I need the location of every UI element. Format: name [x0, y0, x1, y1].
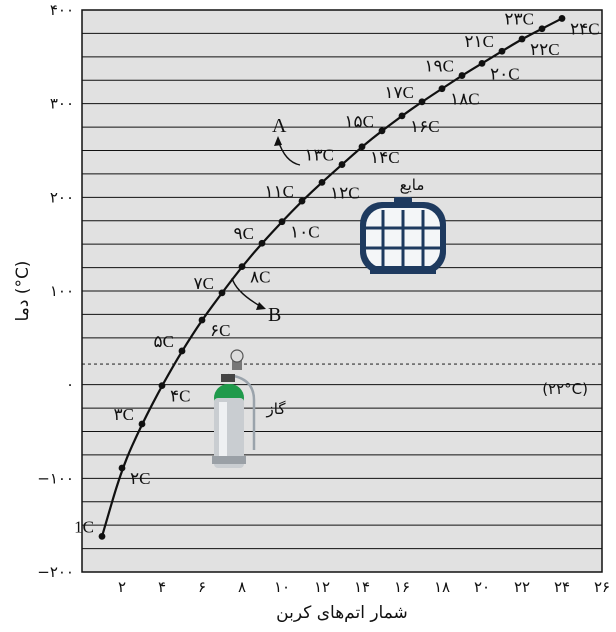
- arrow-b-line: [231, 277, 261, 307]
- liquid-tank-icon: [360, 197, 446, 274]
- data-point: [238, 263, 246, 271]
- data-point: [278, 218, 286, 226]
- data-label: ۲۴C: [570, 19, 600, 38]
- gas-cylinder-icon: [212, 349, 256, 468]
- data-label: ۱۹C: [424, 57, 454, 76]
- data-label: ۱۳C: [304, 146, 334, 165]
- data-point: [498, 47, 506, 55]
- x-tick-label: ۲: [118, 578, 126, 596]
- data-label: ۲C: [130, 469, 150, 488]
- arrow-a-head: [274, 136, 282, 146]
- data-label: ۵C: [154, 332, 174, 351]
- data-label: ۱۶C: [410, 117, 440, 136]
- data-point: [178, 347, 186, 355]
- x-tick-label: ۱۶: [394, 578, 410, 596]
- data-label: ۱۷C: [384, 83, 414, 102]
- data-label: ۲۳C: [504, 10, 534, 29]
- y-tick-label: −۲۰۰: [37, 563, 74, 581]
- data-point: [478, 59, 486, 67]
- data-point: [458, 72, 466, 79]
- data-point-labels: 1C ۲C ۳C ۴C ۵C ۶C ۷C ۸C ۹C ۱۰C ۱۱C ۱۲C ۱۳C ۱۴C ۱۵C ۱۶C ۱…: [74, 10, 599, 537]
- data-point: [398, 112, 406, 120]
- data-label: ۸C: [250, 268, 270, 287]
- data-point: [558, 15, 566, 22]
- liquid-label: مایع: [400, 176, 425, 194]
- data-label: ۲۱C: [464, 32, 494, 51]
- data-label: ۱۴C: [370, 148, 400, 167]
- boiling-point-curve: [100, 17, 563, 537]
- x-tick-label: ۱۲: [314, 578, 330, 596]
- x-tick-label: ۱۸: [434, 578, 450, 596]
- annotation-a: A: [272, 115, 287, 137]
- y-tick-label: ۳۰۰: [50, 95, 74, 113]
- data-label: ۹C: [234, 224, 254, 243]
- data-label: ۴C: [170, 387, 190, 406]
- x-tick-label: ۱۰: [274, 578, 290, 596]
- data-label: ۱۵C: [344, 112, 374, 131]
- grid-lines: [82, 10, 602, 572]
- data-point: [218, 289, 226, 297]
- arrow-b-head: [256, 302, 266, 310]
- x-tick-label: ۶: [198, 578, 206, 596]
- x-tick-label: ۲۰: [474, 578, 490, 596]
- data-point: [198, 316, 206, 324]
- data-label: ۱۲C: [330, 183, 360, 202]
- data-label: ۲۲C: [530, 40, 560, 59]
- y-axis-title: دما (°C): [13, 261, 33, 322]
- data-point: [518, 35, 526, 43]
- data-label: ۱۰C: [290, 223, 320, 242]
- y-tick-labels: −۲۰۰ −۱۰۰ ۰ ۱۰۰ ۲۰۰ ۳۰۰ ۴۰۰: [37, 1, 74, 581]
- data-point: [118, 464, 126, 472]
- data-point: [318, 178, 326, 186]
- data-point: [298, 197, 306, 205]
- y-tick-label: −۱۰۰: [37, 469, 74, 487]
- y-tick-label: ۲۰۰: [50, 188, 74, 206]
- data-point: [418, 98, 426, 106]
- data-point: [258, 239, 266, 247]
- gas-label: گاز: [266, 400, 287, 418]
- data-point: [138, 420, 146, 428]
- data-point: [338, 161, 346, 168]
- data-label: ۶C: [210, 321, 230, 340]
- x-tick-label: ۴: [158, 578, 166, 596]
- x-tick-label: ۲۴: [554, 578, 570, 596]
- x-tick-label: ۸: [238, 578, 246, 596]
- data-point: [438, 85, 446, 93]
- y-tick-label: ۰: [66, 376, 74, 394]
- y-tick-label: ۱۰۰: [50, 282, 74, 300]
- data-label: ۱۸C: [450, 90, 480, 109]
- x-tick-label: ۲۶: [594, 578, 610, 596]
- data-point: [98, 533, 106, 540]
- x-axis-title: شمار اتم‌های کربن: [276, 603, 408, 623]
- data-label: ۷C: [194, 274, 214, 293]
- data-label: ۱۱C: [264, 182, 294, 201]
- data-point: [358, 143, 366, 151]
- x-tick-labels: ۲ ۴ ۶ ۸ ۱۰ ۱۲ ۱۴ ۱۶ ۱۸ ۲۰ ۲۲ ۲۴ ۲۶: [118, 578, 610, 596]
- reference-line-group: (۲۲°C): [82, 363, 602, 398]
- data-label: 1C: [74, 517, 94, 536]
- plot-frame: [81, 9, 603, 573]
- reference-line-label: (۲۲°C): [542, 380, 588, 398]
- data-point: [378, 127, 386, 135]
- data-points: [98, 15, 566, 540]
- y-tick-label: ۴۰۰: [50, 1, 74, 19]
- x-tick-label: ۲۲: [514, 578, 530, 596]
- data-point: [158, 382, 166, 390]
- data-label: ۲۰C: [490, 64, 520, 83]
- data-point: [538, 25, 546, 33]
- x-tick-label: ۱۴: [354, 578, 370, 596]
- data-label: ۳C: [114, 405, 134, 424]
- annotation-b: B: [268, 304, 281, 326]
